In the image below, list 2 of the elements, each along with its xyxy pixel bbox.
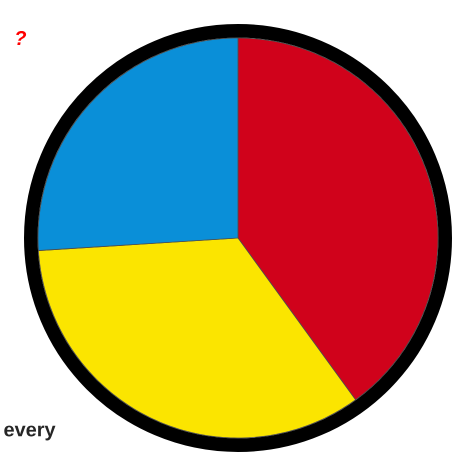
text: every [4,426,56,440]
chart-title: ? [16,31,26,45]
